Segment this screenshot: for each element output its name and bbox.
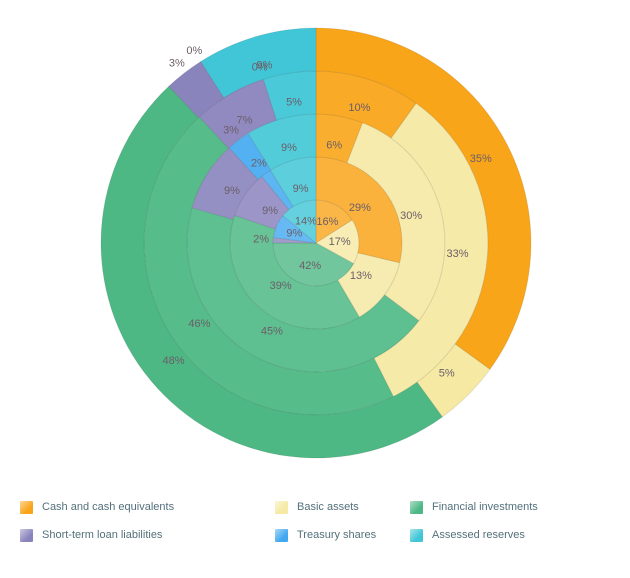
slice-label: 13% (350, 270, 372, 282)
slice-ring-3-financial[interactable] (186, 207, 420, 373)
slice-label: 14% (295, 216, 317, 228)
legend-item-financial[interactable]: Financial investments (410, 501, 630, 514)
legend-label: Short-term loan liabilities (42, 529, 163, 541)
legend-item-basic[interactable]: Basic assets (275, 501, 410, 514)
slice-ring-4-reserves[interactable] (262, 70, 317, 121)
slice-ring-3-reserves[interactable] (247, 113, 317, 171)
chart-legend: Cash and cash equivalents Basic assets F… (20, 501, 630, 542)
legend-label: Cash and cash equivalents (42, 501, 175, 513)
slice-label: 17% (329, 236, 351, 248)
slice-label: 16% (316, 216, 338, 228)
slice-label: 9% (281, 142, 297, 154)
slice-label: 0% (252, 62, 268, 74)
slice-ring-1-innermost-basic[interactable] (315, 219, 360, 265)
slice-label: 6% (326, 140, 342, 152)
slice-label: 5% (439, 368, 455, 380)
slice-ring-3-loans[interactable] (191, 146, 259, 221)
slice-label: 42% (299, 260, 321, 272)
slice-ring-1-innermost-financial[interactable] (272, 242, 355, 287)
slice-label: 9% (293, 183, 309, 195)
slice-label: 10% (348, 102, 370, 114)
legend-key-cash (20, 501, 33, 514)
slice-ring-3-cash[interactable] (315, 113, 364, 164)
slice-label: 9% (256, 59, 272, 71)
legend-label: Treasury shares (297, 529, 377, 541)
legend-key-reserves (410, 529, 423, 542)
slice-ring-3-basic[interactable] (346, 122, 446, 322)
slice-label: 9% (286, 228, 302, 240)
slice-label: 2% (253, 233, 269, 245)
slice-label: 30% (400, 210, 422, 222)
legend-label: Assessed reserves (432, 529, 525, 541)
slice-ring-1-innermost-reserves[interactable] (282, 199, 317, 245)
legend-key-loans (20, 529, 33, 542)
legend-item-cash[interactable]: Cash and cash equivalents (20, 501, 275, 514)
slice-label: 2% (251, 157, 267, 169)
legend-key-basic (275, 501, 288, 514)
rings-chart: 16%17%42%2% 9%14%29%13%39%9%2%9%6%30%45%9… (100, 27, 532, 459)
legend-item-treasury[interactable]: Treasury shares (275, 529, 410, 542)
slice-label: 45% (261, 325, 283, 337)
slice-ring-2-cash[interactable] (315, 156, 403, 264)
slice-label: 35% (470, 153, 492, 165)
slice-label: 46% (188, 318, 210, 330)
slice-ring-2-financial[interactable] (229, 214, 361, 330)
legend-key-financial (410, 501, 423, 514)
slice-label: 9% (224, 185, 240, 197)
legend-item-reserves[interactable]: Assessed reserves (410, 529, 630, 542)
slice-label: 5% (286, 97, 302, 109)
slice-label: 3% (223, 124, 239, 136)
legend-label: Basic assets (297, 501, 359, 513)
slice-ring-5-outermost-cash[interactable] (315, 27, 532, 371)
slice-label: 33% (446, 248, 468, 260)
slice-label: 7% (236, 114, 252, 126)
legend-label: Financial investments (432, 501, 538, 513)
legend-key-treasury (275, 529, 288, 542)
slice-ring-5-outermost-reserves[interactable] (200, 27, 317, 99)
slice-label: 9% (262, 205, 278, 217)
slice-label: 0% (186, 45, 202, 57)
slice-ring-5-outermost-financial[interactable] (100, 85, 444, 459)
legend-item-loans[interactable]: Short-term loan liabilities (20, 529, 275, 542)
slice-label: 39% (270, 280, 292, 292)
slice-ring-4-basic[interactable] (373, 102, 489, 398)
slice-label: 29% (349, 202, 371, 214)
slice-label: 3% (169, 58, 185, 70)
slice-ring-5-outermost-loans[interactable] (168, 60, 225, 119)
slice-label: 48% (163, 355, 185, 367)
